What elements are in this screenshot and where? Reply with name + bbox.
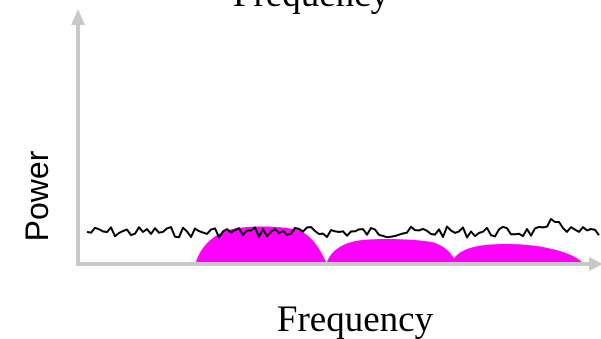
x-axis-label: Frequency bbox=[277, 299, 434, 339]
y-axis-label: Power bbox=[19, 150, 55, 241]
signal-bands bbox=[196, 226, 582, 262]
x-axis-arrowhead bbox=[589, 257, 601, 271]
y-axis-arrowhead bbox=[71, 9, 85, 25]
signal-band-1 bbox=[196, 226, 326, 262]
axes bbox=[71, 9, 601, 271]
signal-band-2 bbox=[327, 238, 456, 262]
diagram-title: Frequency bbox=[233, 0, 390, 15]
signal-band-3 bbox=[452, 244, 582, 262]
noise-floor-line bbox=[86, 218, 600, 239]
